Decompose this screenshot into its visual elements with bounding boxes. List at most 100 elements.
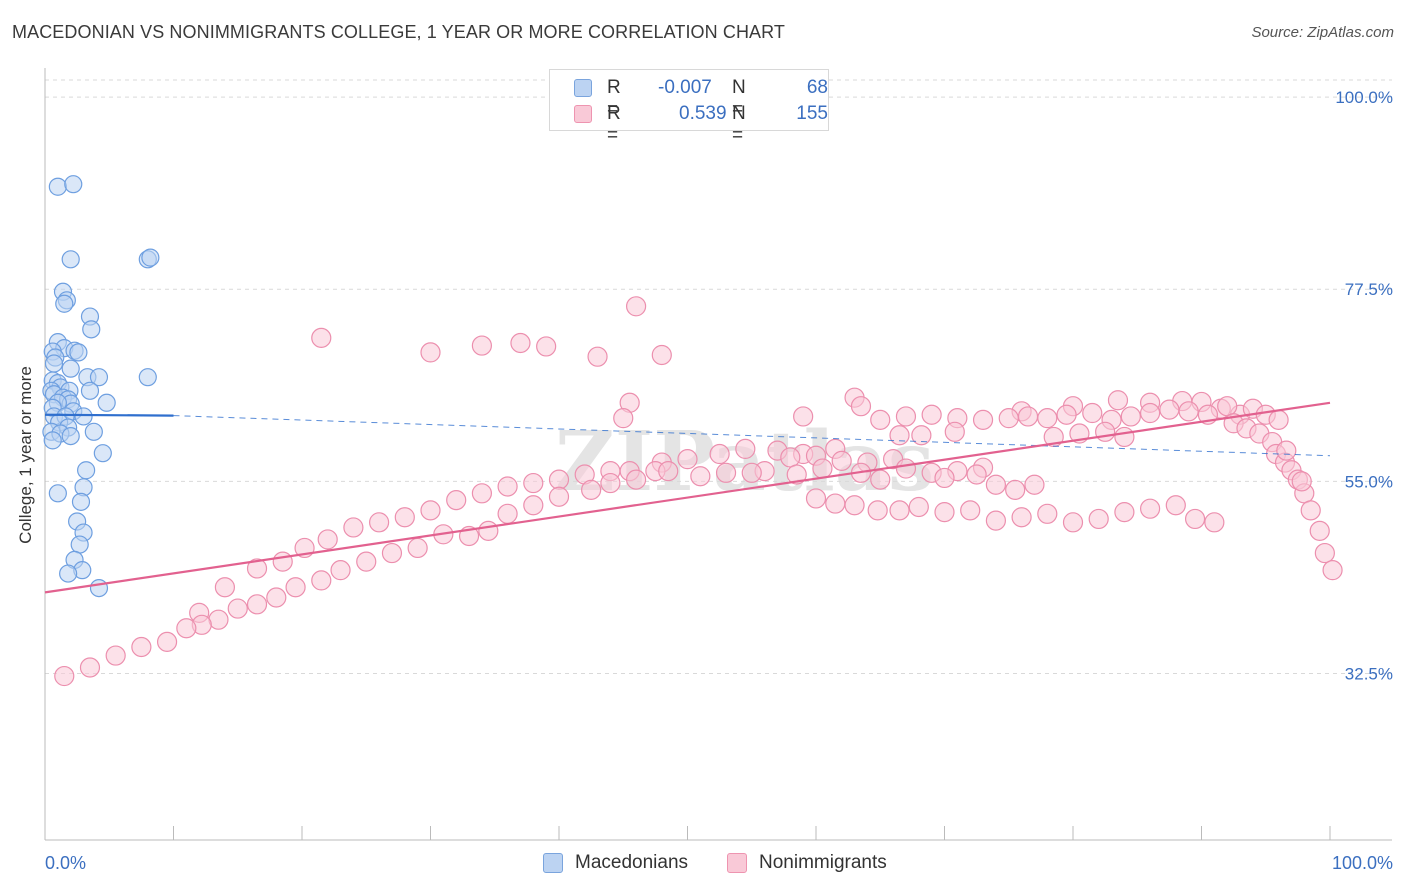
nonimmigrant-point — [548, 486, 570, 507]
x-tick-label: 100.0% — [1332, 853, 1393, 873]
nonimmigrant-point — [471, 335, 492, 356]
nonimmigrant-point — [870, 469, 891, 490]
macedonian-point — [82, 320, 101, 339]
macedonian-point — [69, 343, 88, 362]
bottom-legend-label: Nonimmigrants — [759, 852, 887, 873]
bottom-legend-label: Macedonians — [575, 852, 689, 873]
chart-title: MACEDONIAN VS NONIMMIGRANTS COLLEGE, 1 Y… — [12, 22, 786, 42]
legend-swatch-pink — [574, 105, 592, 123]
nonimmigrant-point — [1024, 474, 1045, 495]
nonimmigrant-point — [407, 537, 428, 559]
nonimmigrant-point — [613, 408, 634, 429]
nonimmigrant-point — [844, 495, 865, 516]
nonimmigrant-point — [1204, 512, 1225, 533]
nonimmigrant-point — [985, 510, 1007, 531]
nonimmigrant-point — [1300, 500, 1321, 521]
nonimmigrant-point — [985, 474, 1007, 495]
nonimmigrant-point — [966, 464, 987, 485]
legend-n-value: 155 — [796, 103, 828, 124]
macedonian-point — [59, 564, 78, 583]
nonimmigrant-point — [1276, 440, 1297, 461]
y-tick-label: 55.0% — [1345, 472, 1393, 491]
nonimmigrant-point — [825, 493, 846, 514]
macedonian-point — [61, 250, 80, 269]
nonimmigrant-point — [1291, 471, 1312, 492]
nonimmigrant-point — [1309, 520, 1330, 541]
macedonian-point — [138, 368, 157, 387]
nonimmigrant-point — [1114, 426, 1135, 448]
nonimmigrant-point — [1165, 495, 1186, 516]
nonimmigrant-point — [587, 346, 608, 367]
nonimmigrant-point — [895, 406, 917, 427]
bottom-legend-swatch-blue — [543, 853, 563, 873]
macedonian-point — [61, 426, 80, 446]
nonimmigrant-point — [343, 517, 364, 538]
nonimmigrant-point — [446, 490, 467, 511]
nonimmigrant-point — [272, 551, 293, 572]
legend-n-label: N = — [732, 103, 746, 146]
nonimmigrant-point — [581, 479, 602, 500]
macedonian-point — [71, 492, 91, 511]
nonimmigrant-point — [420, 342, 441, 363]
nonimmigrant-point — [214, 577, 235, 598]
nonimmigrant-point — [246, 594, 268, 615]
nonimmigrant-point — [690, 466, 711, 487]
macedonian-point — [48, 177, 67, 196]
correlation-legend: R = -0.007 N = 68 R = 0.539 N = 155 — [549, 69, 829, 146]
nonimmigrant-point — [227, 598, 248, 619]
nonimmigrant-point — [1082, 402, 1103, 424]
nonimmigrant-point — [356, 551, 377, 572]
nonimmigrant-point — [625, 296, 647, 317]
nonimmigrant-point — [156, 631, 178, 652]
macedonian-point — [77, 461, 96, 480]
nonimmigrant-point — [497, 476, 518, 497]
macedonian-point — [89, 368, 109, 387]
legend-r-value: 0.539 — [679, 103, 727, 124]
nonimmigrant-point — [497, 503, 518, 524]
nonimmigrant-point — [934, 501, 955, 523]
nonimmigrant-point — [1159, 399, 1180, 420]
nonimmigrant-point — [330, 560, 351, 581]
legend-r-label: R = — [607, 103, 621, 146]
nonimmigrant-point — [812, 458, 833, 479]
macedonian-point — [84, 422, 103, 441]
y-axis-label: College, 1 year or more — [16, 366, 35, 544]
nonimmigrant-point — [1139, 498, 1161, 519]
nonimmigrant-point — [911, 425, 932, 446]
macedonian-point — [48, 484, 67, 503]
nonimmigrant-point — [998, 408, 1019, 429]
nonimmigrant-point — [735, 438, 756, 459]
nonimmigrant-point — [1314, 542, 1335, 564]
nonimmigrant-point — [805, 488, 827, 509]
nonimmigrant-point — [131, 636, 152, 658]
nonimmigrant-point — [311, 570, 332, 591]
nonimmigrant-point — [1107, 390, 1129, 411]
nonimmigrant-point — [285, 577, 306, 598]
nonimmigrant-point — [908, 496, 929, 518]
macedonian-point — [93, 444, 112, 463]
macedonian-point — [44, 354, 64, 373]
nonimmigrant-point — [658, 461, 679, 482]
macedonian-point — [80, 381, 100, 400]
nonimmigrant-point — [1184, 508, 1206, 530]
nonimmigrant-point — [1005, 479, 1026, 500]
nonimmigrant-point — [548, 469, 570, 490]
nonimmigrant-point — [831, 450, 852, 471]
nonimmigrant-point — [960, 500, 981, 521]
nonimmigrant-point — [381, 542, 403, 564]
bottom-legend-swatch-pink — [727, 853, 747, 873]
macedonian-trend-line — [44, 413, 174, 417]
macedonian-point — [89, 578, 109, 598]
macedonian-point — [141, 248, 160, 267]
nonimmigrant-point — [1037, 408, 1058, 429]
nonimmigrant-point — [741, 462, 762, 483]
nonimmigrant-point — [311, 327, 332, 348]
nonimmigrant-point — [1322, 560, 1343, 581]
nonimmigrant-point — [972, 409, 994, 430]
macedonian-point — [70, 535, 89, 554]
nonimmigrant-point — [1114, 501, 1135, 523]
nonimmigrant-point — [870, 409, 891, 430]
nonimmigrant-point — [1268, 409, 1289, 430]
nonimmigrant-point — [1120, 406, 1141, 427]
